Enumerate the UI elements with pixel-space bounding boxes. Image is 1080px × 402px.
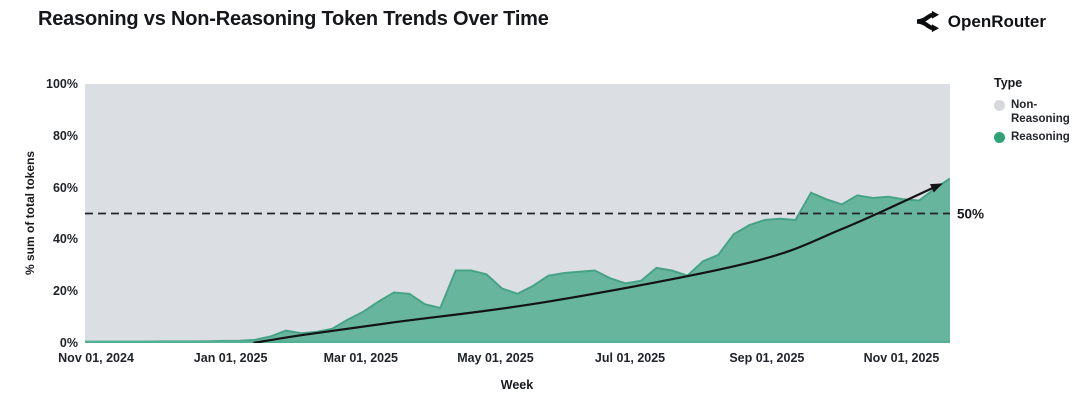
- y-tick-label: 40%: [52, 232, 78, 247]
- x-tick-label: Sep 01, 2025: [729, 351, 805, 365]
- legend-swatch-icon: [994, 100, 1005, 111]
- chart-title: Reasoning vs Non-Reasoning Token Trends …: [38, 8, 549, 30]
- x-tick-label: May 01, 2025: [457, 351, 534, 365]
- y-tick-label: 100%: [46, 77, 78, 91]
- reasoning-area: [85, 178, 950, 343]
- x-tick-label: Jul 01, 2025: [594, 351, 666, 365]
- trend-line: [253, 183, 940, 345]
- y-tick-label: 60%: [52, 180, 78, 195]
- x-tick-label: Nov 01, 2025: [863, 351, 940, 365]
- x-tick-label: Jan 01, 2025: [193, 351, 268, 365]
- legend: Type Non-Reasoning Reasoning: [994, 76, 1076, 150]
- y-tick-label: 80%: [52, 128, 78, 143]
- brand: OpenRouter: [914, 9, 1046, 34]
- y-tick-label: 20%: [52, 284, 78, 299]
- legend-item: Reasoning: [994, 131, 1076, 145]
- plot-area: [85, 84, 951, 345]
- trend-arrowhead: [930, 183, 943, 193]
- legend-item-label: Non-Reasoning: [1011, 99, 1070, 125]
- fifty-percent-annotation: 50%: [957, 206, 985, 221]
- x-tick-label: Mar 01, 2025: [323, 351, 399, 365]
- brand-name: OpenRouter: [947, 11, 1046, 31]
- legend-item: Non-Reasoning: [994, 99, 1076, 126]
- legend-item-label: Reasoning: [1011, 131, 1070, 144]
- legend-title: Type: [994, 76, 1023, 90]
- openrouter-logo-icon: [914, 9, 939, 34]
- legend-swatch-icon: [994, 132, 1005, 144]
- area-chart-svg: [85, 84, 951, 345]
- y-axis-title: % sum of total tokens: [23, 150, 37, 276]
- y-tick-label: 0%: [59, 336, 78, 350]
- x-tick-label: Nov 01, 2024: [58, 351, 134, 365]
- x-axis-title: Week: [500, 378, 534, 392]
